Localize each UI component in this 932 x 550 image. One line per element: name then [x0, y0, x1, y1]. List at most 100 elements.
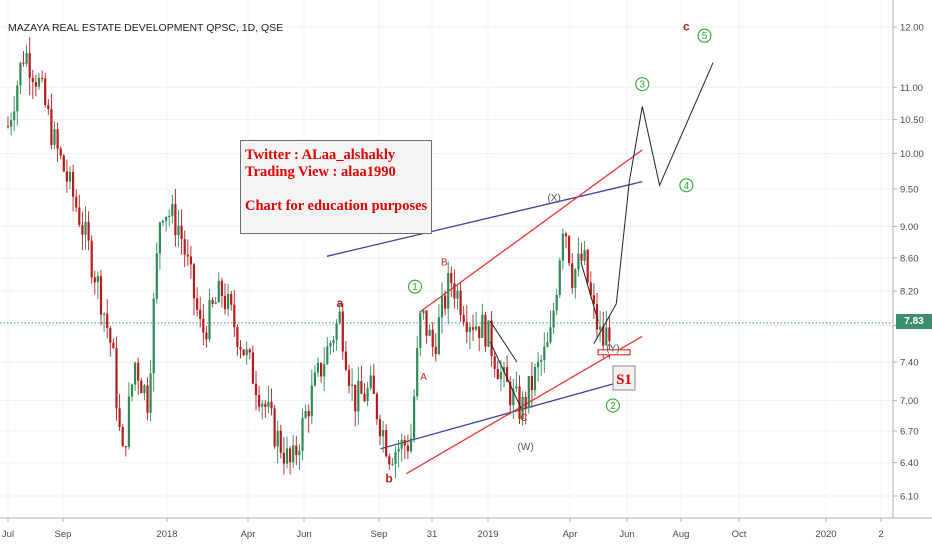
candle-body — [546, 342, 549, 347]
wave-label-complex: (Y) — [606, 344, 619, 355]
candle-body — [552, 310, 555, 328]
candle-body — [258, 395, 261, 407]
trendline — [418, 149, 643, 313]
candle-body — [19, 62, 22, 86]
candle-body — [481, 314, 484, 338]
candle-body — [282, 452, 285, 464]
candle-body — [251, 352, 254, 384]
candle-body — [357, 381, 360, 412]
wave-circle — [635, 77, 650, 92]
candle-body — [140, 380, 143, 394]
candle-body — [149, 373, 152, 413]
candle-body — [589, 282, 592, 296]
wave-path — [580, 261, 599, 322]
annotation-box: Twitter : ALaa_alshakly Trading View : a… — [240, 140, 432, 234]
x-tick-label: Sep — [55, 529, 72, 540]
candle-body — [521, 396, 524, 419]
candle-body — [233, 304, 236, 328]
y-tick-label: 7.40 — [900, 358, 919, 369]
candle-body — [366, 388, 369, 402]
candle-body — [96, 276, 99, 283]
candle-body — [41, 77, 44, 79]
candle-body — [465, 321, 468, 333]
x-tick-label: Jun — [296, 529, 311, 540]
wave-path — [593, 303, 617, 344]
candle-body — [245, 349, 248, 356]
support-label: S1 — [616, 372, 632, 388]
support-label-box — [612, 365, 636, 391]
candle-body — [326, 346, 329, 365]
candle-body — [56, 129, 59, 149]
y-tick-label: 10.00 — [900, 149, 924, 160]
candle-body — [428, 329, 431, 336]
candle-body — [422, 310, 425, 314]
candlesticks — [6, 37, 611, 479]
candle-body — [580, 253, 583, 261]
candle-body — [499, 372, 502, 380]
candle-body — [493, 356, 496, 370]
candle-body — [127, 396, 130, 447]
candle-body — [223, 295, 227, 310]
candle-body — [363, 393, 366, 402]
candle-body — [583, 249, 586, 261]
candle-body — [397, 448, 400, 452]
candle-body — [199, 309, 202, 319]
candle-body — [65, 171, 68, 182]
x-tick-label: Aug — [673, 529, 690, 540]
candle-body — [437, 317, 440, 354]
candle-body — [28, 53, 31, 78]
candle-body — [462, 314, 465, 322]
candle-body — [335, 322, 338, 341]
candle-body — [174, 203, 177, 236]
candle-body — [471, 327, 475, 330]
candle-body — [344, 351, 347, 370]
last-price-badge: 7.83 — [896, 314, 932, 329]
candle-body — [16, 85, 19, 112]
candle-body — [183, 239, 186, 255]
x-tick-label: 2020 — [815, 529, 836, 540]
candle-body — [506, 367, 509, 382]
candle-body — [264, 403, 267, 407]
candle-body — [561, 233, 564, 261]
wave-label-corrective: C — [520, 413, 527, 424]
candle-body — [341, 311, 344, 352]
candle-body — [22, 62, 25, 64]
candle-body — [130, 384, 134, 397]
candle-body — [540, 359, 543, 362]
candle-body — [124, 446, 127, 448]
candle-body — [351, 384, 354, 386]
wave-label-impulse: 2 — [610, 401, 616, 412]
candle-body — [323, 364, 326, 377]
candle-body — [313, 372, 316, 386]
candle-body — [338, 311, 341, 323]
candle-body — [214, 302, 217, 304]
y-tick-label: 9.50 — [900, 184, 919, 195]
candle-body — [196, 298, 199, 310]
candle-body — [50, 108, 53, 146]
candle-body — [385, 430, 388, 457]
wave-label-complex: (X) — [547, 193, 560, 204]
wave-label-complex: (W) — [518, 442, 534, 453]
wave-label-major: a — [336, 296, 343, 310]
trendline — [406, 335, 643, 475]
candle-body — [329, 343, 332, 347]
candle-body — [106, 313, 109, 329]
candle-body — [459, 290, 462, 315]
candle-body — [208, 300, 211, 340]
candle-body — [112, 342, 115, 349]
candle-body — [490, 320, 493, 357]
candle-body — [320, 362, 323, 377]
y-tick-label: 6.40 — [900, 458, 919, 469]
wave-label-corrective: B — [441, 257, 448, 268]
candle-body — [586, 249, 589, 283]
wave-circle — [407, 279, 423, 294]
candle-body — [53, 129, 56, 146]
candle-body — [155, 253, 158, 299]
candle-body — [236, 327, 239, 347]
candle-body — [192, 264, 196, 299]
support-marker — [597, 349, 631, 356]
candle-body — [447, 273, 450, 309]
candle-body — [205, 332, 208, 340]
